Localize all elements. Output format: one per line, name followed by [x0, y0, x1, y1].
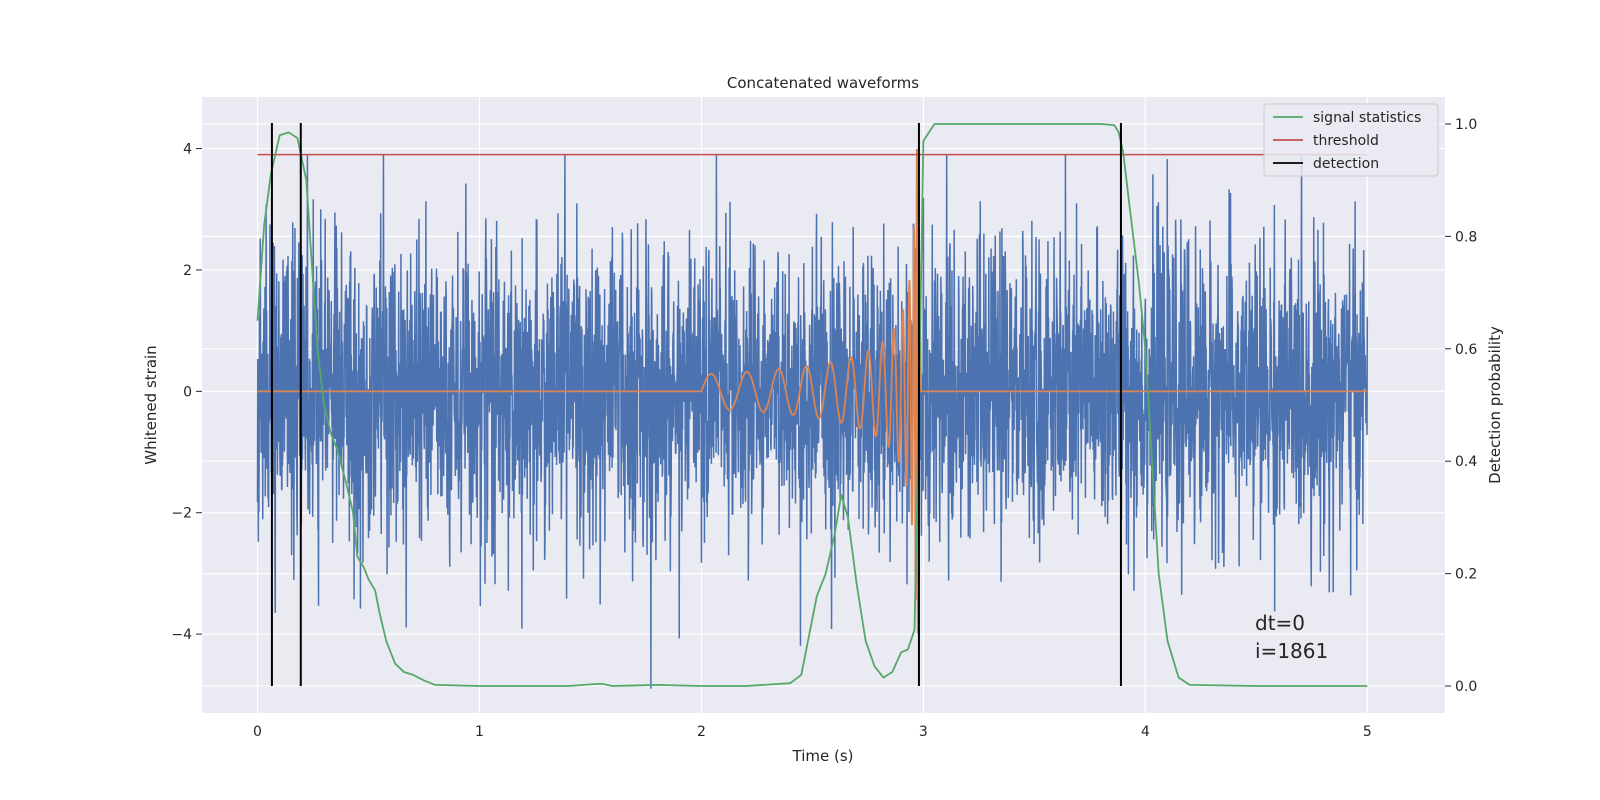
- legend-frame: [1263, 103, 1439, 177]
- y-tick-label: 0: [183, 384, 192, 400]
- legend-label-detection: detection: [1313, 156, 1379, 172]
- y2-axis-label: Detection probability: [1486, 326, 1504, 484]
- noise-series-line: [256, 154, 1369, 689]
- x-tick-label: 0: [253, 724, 262, 740]
- chart-title: Concatenated waveforms: [727, 74, 919, 92]
- y-tick-label: −2: [171, 506, 192, 522]
- y-tick-label: 4: [183, 142, 192, 158]
- x-tick-label: 1: [475, 724, 484, 740]
- y2-tick-label: 0.6: [1455, 342, 1477, 358]
- legend-label-signal-statistics: signal statistics: [1313, 110, 1421, 126]
- y2-tick-label: 0.2: [1455, 567, 1477, 583]
- chirp-series-line: [257, 149, 1368, 634]
- series-layer: [256, 122, 1369, 689]
- legend-label-threshold: threshold: [1313, 133, 1379, 149]
- grid-lines: [202, 97, 1445, 713]
- y-axis-label: Whitened strain: [142, 345, 160, 464]
- y2-tick-label: 0.0: [1455, 679, 1477, 695]
- annotation-dt: dt=0: [1255, 611, 1305, 635]
- y2-tick-label: 0.8: [1455, 229, 1477, 245]
- y-tick-label: −4: [171, 627, 192, 643]
- annotation-box: dt=0 i=1861: [1255, 611, 1328, 663]
- y2-tick-label: 1.0: [1455, 117, 1477, 133]
- y2-tick-label: 0.4: [1455, 454, 1477, 470]
- tick-layer: 0 1 2 3 4 5 −4 −2 0 2 4 0.0 0.2 0.4 0.6 0.8 1.0: [171, 117, 1477, 740]
- x-tick-label: 3: [919, 724, 928, 740]
- y-tick-label: 2: [183, 263, 192, 279]
- signal-statistics-line: [256, 123, 1368, 687]
- annotation-index: i=1861: [1255, 639, 1328, 663]
- x-axis-label: Time (s): [792, 747, 854, 765]
- x-tick-label: 5: [1363, 724, 1372, 740]
- x-tick-label: 2: [697, 724, 706, 740]
- legend: signal statistics threshold detection: [1263, 103, 1439, 177]
- x-tick-label: 4: [1141, 724, 1150, 740]
